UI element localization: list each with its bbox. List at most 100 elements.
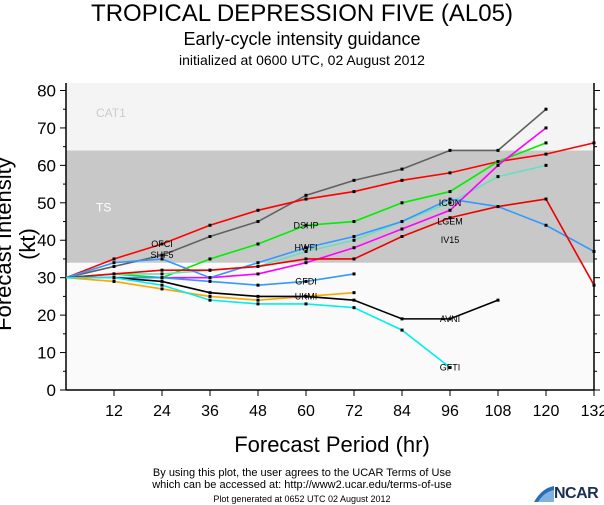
data-point-lgem <box>352 246 356 250</box>
series-label-shf5: SHF5 <box>150 250 173 260</box>
data-point-dshp <box>544 141 548 145</box>
data-point-ofci <box>400 178 404 182</box>
band-cat1 <box>66 83 594 151</box>
series-line-iv15 <box>65 198 595 286</box>
y-tick-label: 50 <box>37 194 56 213</box>
data-point-gfdi <box>208 279 212 283</box>
data-point-lgem <box>256 272 260 276</box>
data-point-avni <box>208 291 212 295</box>
data-point-iv15 <box>352 257 356 261</box>
data-point-lgem <box>496 163 500 167</box>
series-label-iv15: IV15 <box>441 235 460 245</box>
band-label: CAT1 <box>96 106 126 120</box>
data-point-gfdi <box>256 283 260 287</box>
data-point-shf5 <box>496 148 500 152</box>
data-point-shf5 <box>304 193 308 197</box>
data-point-gfti <box>352 306 356 310</box>
data-point-avni <box>496 298 500 302</box>
data-point-lgem <box>400 227 404 231</box>
generated-text: Plot generated at 0652 UTC 02 August 201… <box>213 494 391 504</box>
x-tick-label: 24 <box>153 403 171 420</box>
series-label-ukmi: UKMI <box>295 291 318 301</box>
data-point-ukmi <box>256 298 260 302</box>
series-line-hwfi <box>65 198 595 279</box>
data-point-shf5 <box>208 235 212 238</box>
x-tick-label: 36 <box>201 403 219 420</box>
y-tick-label: 10 <box>37 344 56 363</box>
data-point-iv15 <box>208 268 212 272</box>
data-point-iv15 <box>400 235 404 238</box>
data-point-avni <box>448 317 452 321</box>
y-tick-label: 80 <box>37 81 56 100</box>
series-label-lgem: LGEM <box>437 216 463 226</box>
y-tick-label: 30 <box>37 269 56 288</box>
data-point-avni <box>160 279 164 283</box>
data-point-lgem <box>304 261 308 265</box>
data-point-icon <box>496 175 500 179</box>
data-point-ofci <box>352 190 356 194</box>
data-point-lgem <box>448 208 452 212</box>
data-point-hwfi <box>400 220 404 224</box>
data-point-shf5 <box>112 264 116 268</box>
x-tick-label: 120 <box>533 403 560 420</box>
series-label-gfdi: GFDI <box>295 276 317 286</box>
data-point-avni <box>256 294 260 298</box>
chart-subtitle: Early-cycle intensity guidance <box>183 29 421 49</box>
data-point-shf5 <box>256 220 260 224</box>
data-point-dshp <box>304 223 308 227</box>
data-point-hwfi <box>160 257 164 261</box>
data-point-dshp <box>256 242 260 246</box>
data-point-ofci <box>208 223 212 227</box>
data-point-iv15 <box>544 197 548 201</box>
y-axis-label: Forecast Intensity (kt) <box>0 157 40 331</box>
data-point-gfdi <box>160 276 164 280</box>
data-point-gfti <box>400 328 404 332</box>
data-point-ofci <box>544 152 548 156</box>
data-point-ofci <box>304 197 308 201</box>
data-point-iv15 <box>112 272 116 276</box>
y-tick-label: 20 <box>37 306 56 325</box>
chart-title: TROPICAL DEPRESSION FIVE (AL05) <box>91 0 513 27</box>
data-point-shf5 <box>544 107 548 111</box>
data-point-gfdi <box>304 279 308 283</box>
x-axis-label: Forecast Period (hr) <box>234 432 430 457</box>
x-tick-label: 12 <box>105 403 123 420</box>
y-tick-label: 60 <box>37 156 56 175</box>
data-point-avni <box>304 294 308 298</box>
data-point-avni <box>352 298 356 302</box>
data-point-icon <box>304 249 308 253</box>
x-tick-label: 72 <box>345 403 363 420</box>
y-tick-label: 0 <box>47 381 56 400</box>
data-point-gfdi <box>352 272 356 276</box>
data-point-iv15 <box>496 205 500 209</box>
series-label-icon: ICON <box>439 198 462 208</box>
data-point-hwfi <box>208 276 212 280</box>
x-tick-label: 132 <box>581 403 604 420</box>
band-label: TS <box>96 201 111 215</box>
ncar-logo: NCAR <box>534 484 604 504</box>
data-point-icon <box>448 201 452 205</box>
data-point-ofci <box>448 171 452 175</box>
data-point-hwfi <box>304 246 308 250</box>
data-point-icon <box>544 163 548 167</box>
data-point-hwfi <box>352 235 356 238</box>
ncar-logo-text: NCAR <box>554 485 599 502</box>
data-point-lgem <box>544 126 548 130</box>
data-point-ukmi <box>208 294 212 298</box>
data-point-icon <box>352 238 356 242</box>
terms-text: By using this plot, the user agrees to t… <box>152 467 452 479</box>
data-point-iv15 <box>304 257 308 261</box>
ncar-swoosh-icon <box>534 486 554 502</box>
series-label-hwfi: HWFI <box>295 243 318 253</box>
x-tick-label: 96 <box>441 403 459 420</box>
data-point-dshp <box>448 190 452 194</box>
data-point-ukmi <box>160 287 164 291</box>
data-point-ukmi <box>352 291 356 295</box>
y-tick-label: 70 <box>37 119 56 138</box>
y-tick-label: 40 <box>37 231 56 250</box>
data-point-shf5 <box>400 167 404 171</box>
series-label-avni: AVNI <box>440 314 460 324</box>
data-point-shf5 <box>448 148 452 152</box>
